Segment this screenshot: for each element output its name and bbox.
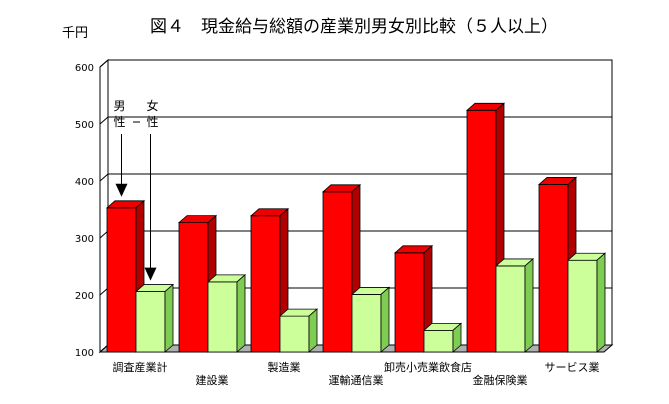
bar-male xyxy=(394,252,425,353)
bar-female xyxy=(495,265,526,353)
bar-male xyxy=(538,184,569,353)
bar-male xyxy=(106,207,137,353)
bar-side xyxy=(452,322,462,353)
x-tick-label: 調査産業計 xyxy=(113,360,168,374)
x-tick-label: 卸売小売業飲食店 xyxy=(384,360,472,374)
bar-side xyxy=(380,286,390,353)
annotation-female: 女 xyxy=(146,98,158,113)
annotation-male: 性 xyxy=(113,115,125,129)
bar-female xyxy=(423,329,454,353)
gridline-side xyxy=(99,173,109,182)
bar-side xyxy=(524,258,534,353)
bar-male xyxy=(466,109,497,353)
bar-female xyxy=(207,281,238,353)
y-tick-label: 500 xyxy=(75,120,94,131)
y-tick-label: 200 xyxy=(75,291,94,302)
y-axis-unit-label: 千円 xyxy=(62,26,89,41)
x-tick-label: 製造業 xyxy=(268,360,301,374)
bar-female xyxy=(351,294,382,353)
bar-side xyxy=(308,308,318,353)
y-tick-label: 400 xyxy=(75,177,94,188)
gridline-side xyxy=(99,59,109,68)
bar-female xyxy=(279,315,310,353)
annotation-arrow-head xyxy=(115,183,128,197)
x-tick-label: 金融保険業 xyxy=(473,373,528,387)
annotation-arrow-head xyxy=(144,267,157,281)
annotation-male: 男 xyxy=(113,99,125,113)
bar-male xyxy=(322,191,353,353)
annotation-female: 性 xyxy=(146,115,158,129)
y-tick-label: 300 xyxy=(75,234,94,245)
chart-title: 図４ 現金給与総額の産業別男女別比較（５人以上） xyxy=(150,17,558,37)
y-tick-label: 100 xyxy=(75,348,94,359)
bar-side xyxy=(596,252,606,353)
bar-female xyxy=(135,291,166,353)
bar-side xyxy=(164,283,174,353)
bar-female xyxy=(567,259,598,353)
gridline-side xyxy=(99,116,109,125)
bar-side xyxy=(236,274,246,353)
x-tick-label: 運輸通信業 xyxy=(329,373,384,387)
bar-male xyxy=(250,215,281,353)
bar-male xyxy=(178,222,209,353)
x-tick-label: 建設業 xyxy=(196,373,229,387)
x-tick-label: サービス業 xyxy=(545,361,600,374)
y-tick-label: 600 xyxy=(75,63,94,74)
